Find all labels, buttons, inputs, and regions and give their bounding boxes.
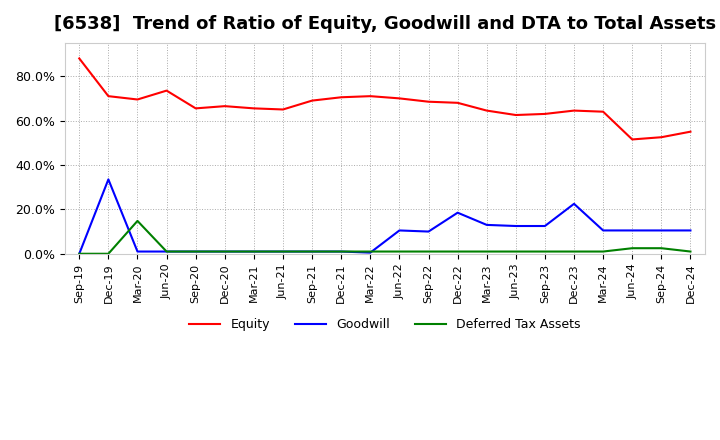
Goodwill [250, 249, 258, 254]
Deferred Tax Assets [482, 249, 491, 254]
Deferred Tax Assets [424, 249, 433, 254]
Equity [279, 107, 287, 112]
Equity [250, 106, 258, 111]
Goodwill [220, 249, 229, 254]
Goodwill [279, 249, 287, 254]
Goodwill [395, 228, 404, 233]
Goodwill [570, 201, 578, 206]
Equity [220, 103, 229, 109]
Equity [162, 88, 171, 93]
Goodwill [75, 251, 84, 257]
Line: Deferred Tax Assets: Deferred Tax Assets [79, 221, 690, 254]
Goodwill [482, 222, 491, 227]
Goodwill [454, 210, 462, 215]
Deferred Tax Assets [454, 249, 462, 254]
Equity [75, 56, 84, 61]
Deferred Tax Assets [686, 249, 695, 254]
Equity [192, 106, 200, 111]
Deferred Tax Assets [570, 249, 578, 254]
Equity [133, 97, 142, 102]
Equity [482, 108, 491, 113]
Deferred Tax Assets [599, 249, 608, 254]
Goodwill [366, 250, 374, 255]
Goodwill [104, 177, 113, 182]
Legend: Equity, Goodwill, Deferred Tax Assets: Equity, Goodwill, Deferred Tax Assets [184, 313, 585, 336]
Deferred Tax Assets [250, 249, 258, 254]
Equity [511, 112, 520, 117]
Line: Goodwill: Goodwill [79, 180, 690, 254]
Goodwill [337, 249, 346, 254]
Goodwill [599, 228, 608, 233]
Deferred Tax Assets [192, 249, 200, 254]
Equity [657, 135, 666, 140]
Deferred Tax Assets [307, 249, 316, 254]
Goodwill [628, 228, 636, 233]
Equity [454, 100, 462, 106]
Goodwill [686, 228, 695, 233]
Deferred Tax Assets [511, 249, 520, 254]
Goodwill [424, 229, 433, 234]
Deferred Tax Assets [75, 251, 84, 257]
Equity [395, 96, 404, 101]
Deferred Tax Assets [162, 249, 171, 254]
Equity [337, 95, 346, 100]
Equity [599, 109, 608, 114]
Equity [307, 98, 316, 103]
Deferred Tax Assets [541, 249, 549, 254]
Deferred Tax Assets [657, 246, 666, 251]
Deferred Tax Assets [104, 251, 113, 257]
Goodwill [192, 249, 200, 254]
Deferred Tax Assets [279, 249, 287, 254]
Goodwill [307, 249, 316, 254]
Equity [570, 108, 578, 113]
Equity [541, 111, 549, 117]
Goodwill [133, 249, 142, 254]
Deferred Tax Assets [337, 249, 346, 254]
Goodwill [657, 228, 666, 233]
Deferred Tax Assets [395, 249, 404, 254]
Deferred Tax Assets [628, 246, 636, 251]
Deferred Tax Assets [366, 249, 374, 254]
Line: Equity: Equity [79, 59, 690, 139]
Equity [628, 137, 636, 142]
Equity [104, 94, 113, 99]
Equity [366, 94, 374, 99]
Equity [686, 129, 695, 134]
Title: [6538]  Trend of Ratio of Equity, Goodwill and DTA to Total Assets: [6538] Trend of Ratio of Equity, Goodwil… [54, 15, 716, 33]
Goodwill [511, 224, 520, 229]
Equity [424, 99, 433, 104]
Goodwill [162, 249, 171, 254]
Deferred Tax Assets [220, 249, 229, 254]
Goodwill [541, 224, 549, 229]
Deferred Tax Assets [133, 218, 142, 224]
